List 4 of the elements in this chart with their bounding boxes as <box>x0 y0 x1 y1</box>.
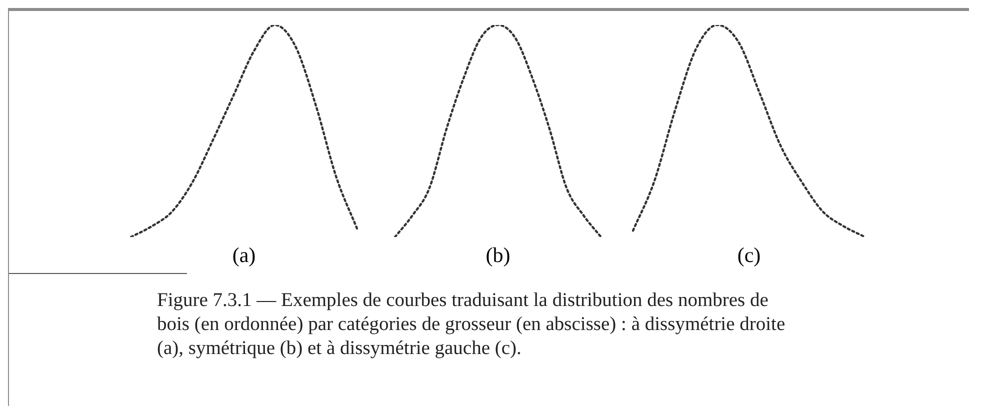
x-axis-title: (b) <box>486 243 510 268</box>
x-axis-title: (a) <box>232 243 256 268</box>
x-axis-title: (c) <box>737 243 761 268</box>
caption: Figure 7.3.1 — Exemples de courbes traduisant la distribution des nombres de bois (en ordonnée) par catégories de grosseur (en abscisse) : à dissymétrie droite (a), symétrique (b) et à dissymétrie gauche (c). <box>157 289 786 361</box>
